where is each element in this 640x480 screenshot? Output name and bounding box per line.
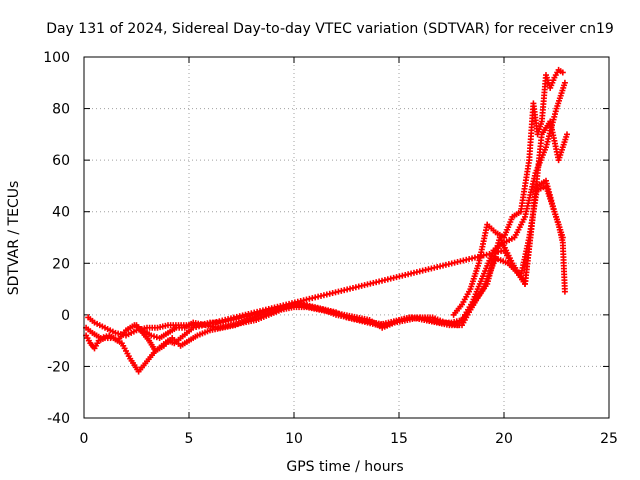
x-tick-label: 25 bbox=[600, 431, 618, 447]
y-tick-label: 60 bbox=[52, 153, 70, 169]
data-point bbox=[561, 288, 568, 295]
x-tick-label: 10 bbox=[285, 431, 303, 447]
y-tick-label: 20 bbox=[52, 256, 70, 272]
axis-ticks: 0 5 10 15 20 25 -40 -20 0 20 40 60 80 100 bbox=[43, 50, 618, 447]
y-tick-label: 40 bbox=[52, 205, 70, 221]
x-tick-label: 15 bbox=[390, 431, 408, 447]
y-axis-label: SDTVAR / TECUs bbox=[6, 181, 22, 296]
x-tick-label: 20 bbox=[495, 431, 513, 447]
plot-frame bbox=[83, 56, 610, 419]
x-tick-label: 5 bbox=[185, 431, 194, 447]
data-point bbox=[561, 79, 568, 86]
y-tick-label: -20 bbox=[47, 359, 70, 375]
x-axis-label: GPS time / hours bbox=[286, 459, 403, 475]
y-tick-label: 100 bbox=[43, 50, 70, 66]
x-tick-label: 0 bbox=[80, 431, 89, 447]
data-point bbox=[564, 131, 570, 138]
data-point bbox=[559, 69, 566, 76]
data-points bbox=[83, 66, 570, 375]
y-tick-label: -40 bbox=[47, 411, 70, 427]
y-tick-label: 80 bbox=[52, 102, 70, 118]
chart-title: Day 131 of 2024, Sidereal Day-to-day VTE… bbox=[46, 21, 614, 37]
y-tick-label: 0 bbox=[61, 308, 70, 324]
